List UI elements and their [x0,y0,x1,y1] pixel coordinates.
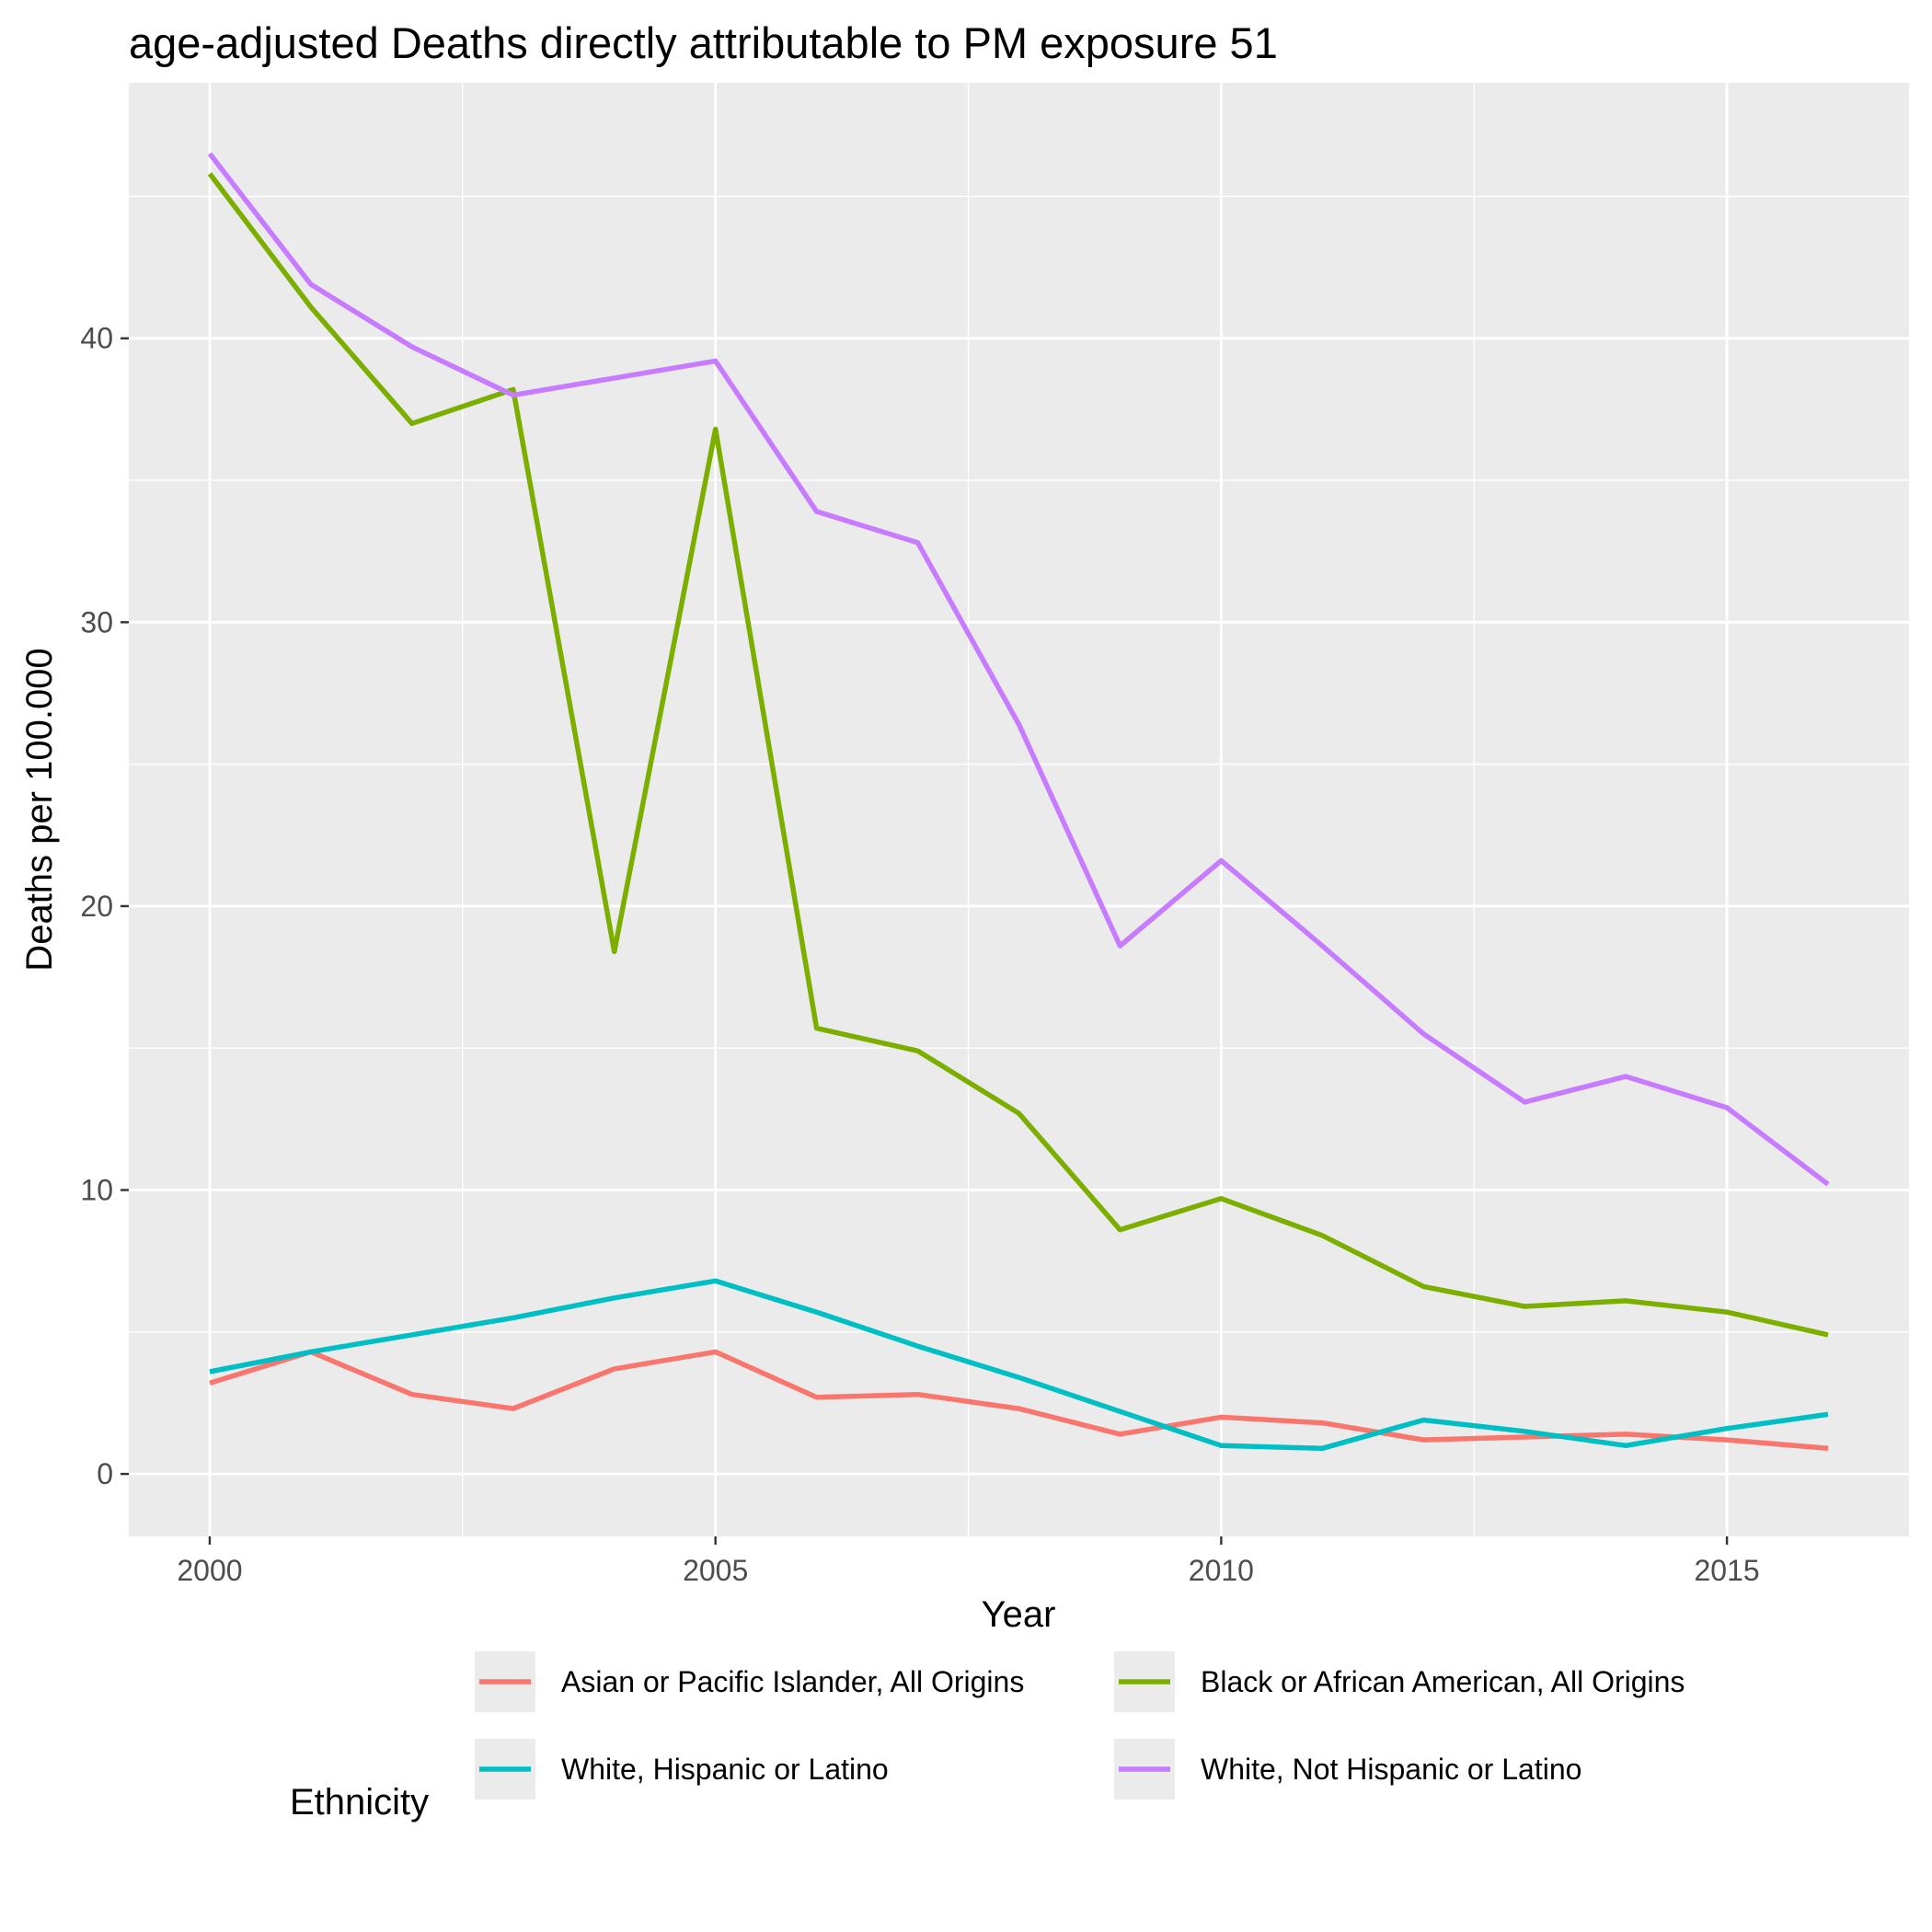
plot-panel [129,83,1909,1536]
y-tick-label: 30 [80,605,113,638]
legend-label: White, Hispanic or Latino [561,1753,889,1786]
chart-title: age-adjusted Deaths directly attributabl… [129,18,1278,67]
y-axis: 0 10 20 30 40 [80,322,129,1490]
legend-label: Black or African American, All Origins [1201,1665,1685,1698]
legend: Ethnicity Asian or Pacific Islander, All… [290,1650,1685,1823]
x-tick-label: 2010 [1189,1554,1254,1587]
major-gridlines [129,83,1909,1536]
y-axis-title: Deaths per 100.000 [19,648,60,971]
legend-label: Asian or Pacific Islander, All Origins [561,1665,1024,1698]
legend-title: Ethnicity [290,1782,429,1823]
series-lines [207,152,1830,1452]
legend-label: White, Not Hispanic or Latino [1201,1753,1581,1786]
series-line-3 [209,1278,1829,1452]
y-tick-label: 0 [97,1457,113,1490]
x-tick-label: 2000 [177,1554,242,1587]
y-tick-label: 40 [80,322,113,355]
x-axis: 2000 2005 2010 2015 [177,1536,1760,1587]
x-axis-title: Year [982,1594,1056,1635]
y-tick-label: 20 [80,890,113,923]
x-tick-label: 2005 [683,1554,748,1587]
y-tick-label: 10 [80,1174,113,1207]
series-line-2 [207,172,1829,1338]
series-line-4 [207,152,1830,1187]
x-tick-label: 2015 [1695,1554,1760,1587]
